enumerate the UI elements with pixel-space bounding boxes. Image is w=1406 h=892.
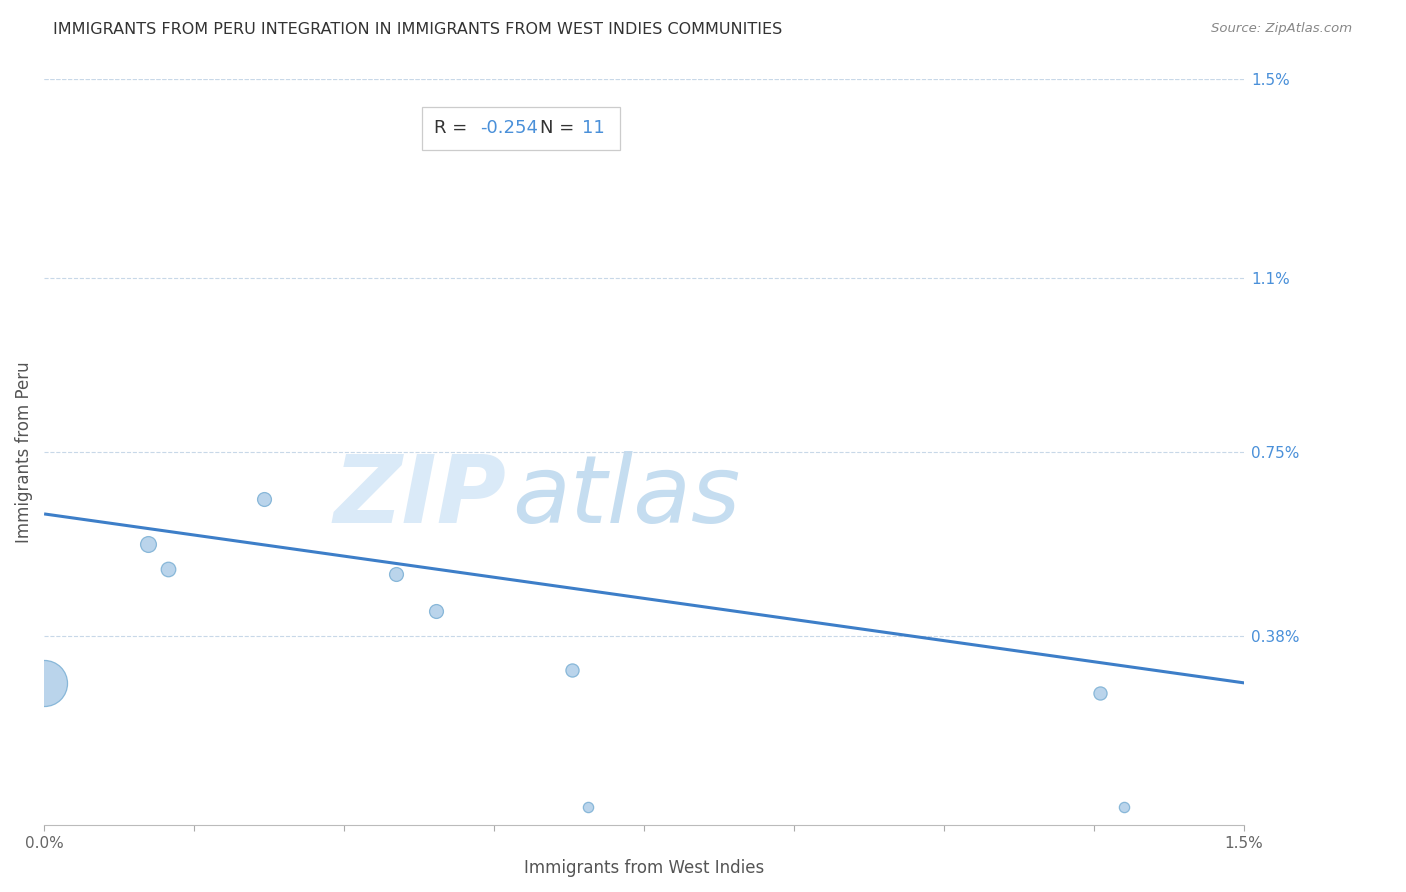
Text: N =: N = (540, 120, 579, 137)
Point (157, 561, 180, 575)
Point (477, 117, 499, 131)
Point (576, 800, 599, 814)
Point (1114, 800, 1136, 814)
Text: atlas: atlas (512, 451, 741, 542)
Y-axis label: Immigrants from Peru: Immigrants from Peru (15, 361, 32, 542)
Text: R =: R = (434, 120, 474, 137)
Point (385, 566, 408, 581)
Text: IMMIGRANTS FROM PERU INTEGRATION IN IMMIGRANTS FROM WEST INDIES COMMUNITIES: IMMIGRANTS FROM PERU INTEGRATION IN IMMI… (53, 22, 783, 37)
FancyBboxPatch shape (422, 106, 620, 150)
Point (561, 664, 583, 678)
Point (253, 491, 276, 506)
Text: -0.254: -0.254 (479, 120, 537, 137)
Text: ZIP: ZIP (333, 450, 506, 542)
Text: 11: 11 (582, 120, 605, 137)
X-axis label: Immigrants from West Indies: Immigrants from West Indies (524, 859, 765, 877)
Text: Source: ZipAtlas.com: Source: ZipAtlas.com (1212, 22, 1353, 36)
Point (425, 604, 447, 618)
Point (32, 676, 55, 690)
Point (136, 537, 159, 551)
Point (1088, 686, 1111, 700)
